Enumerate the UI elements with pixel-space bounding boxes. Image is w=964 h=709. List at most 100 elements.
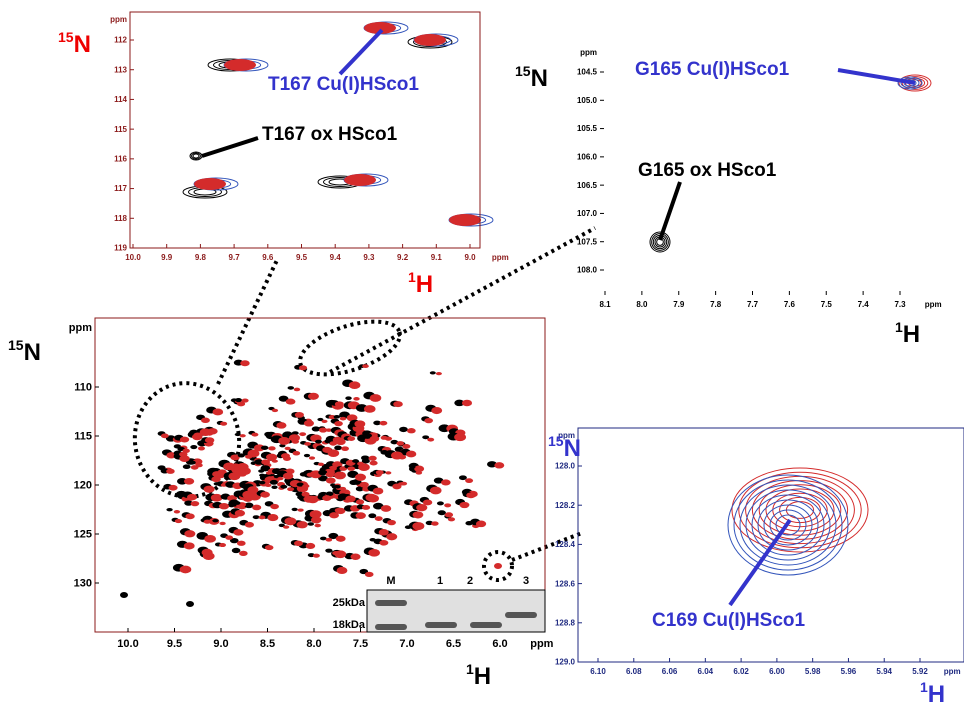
peak [325,537,333,542]
x-tick-label: 7.5 [821,300,833,309]
peak [378,529,389,536]
zoom-ellipse [298,319,402,377]
peak [307,392,319,400]
peak [258,515,266,520]
x-tick-label: 5.96 [841,667,857,676]
peak [900,78,920,88]
y-tick-label: 128.2 [555,501,576,510]
peak [265,471,272,475]
peak [190,500,200,507]
x-tick-label: 7.0 [399,638,414,650]
x-tick-label: 6.0 [492,638,507,650]
peak [306,472,314,477]
peak [166,507,173,512]
peak [294,540,303,547]
peak [201,548,213,557]
x-tick-label: 6.04 [698,667,714,676]
peak [424,417,434,424]
peak [239,502,247,507]
x-tick-label: 7.8 [710,300,722,309]
y-tick-label: 107.0 [577,209,598,218]
peak [220,421,228,426]
peak [228,472,241,481]
axis-label: 1H [920,679,945,708]
peak [412,511,424,519]
axis-label: 1H [466,661,491,690]
peak [305,542,316,549]
peak [213,482,220,486]
peak [441,479,451,486]
peak [329,512,339,519]
peak [391,451,404,460]
peak [193,432,203,439]
peak [393,401,403,408]
peak [407,428,416,434]
peak [392,483,402,490]
peak [317,462,324,467]
peak [237,453,245,458]
peak [278,437,291,445]
peak [402,444,411,449]
peak [433,477,444,484]
peak [769,509,807,541]
peak [244,521,254,528]
peak [190,445,198,450]
gel-lane-label: 1 [437,575,443,587]
peak [267,513,279,522]
peak [299,472,308,477]
peak [325,548,333,553]
peak [427,437,435,442]
peak [332,550,340,556]
peak [374,516,383,521]
peak [218,502,230,510]
peak [763,504,813,546]
peak [334,401,344,407]
isotope: 1 [895,319,903,335]
peak [399,426,408,433]
peak [278,395,289,402]
peak [197,446,206,451]
x-unit: ppm [925,300,942,309]
peak [271,485,278,489]
peak [355,486,364,492]
y-tick-label: 120 [74,480,92,492]
x-tick-label: 9.5 [296,253,308,262]
peak [649,231,671,253]
peak [234,432,241,437]
x-tick-label: 8.0 [306,638,321,650]
axis-label: 15N [515,63,548,92]
gel-marker-label: 18kDa [333,619,366,631]
peak [751,494,825,556]
isotope: 15 [8,337,24,353]
peak [898,74,932,92]
peak [372,397,379,401]
pointer [338,28,384,76]
peak [344,174,376,186]
peak [260,491,270,498]
peak [258,480,266,485]
y-tick-label: 118 [114,214,127,223]
peak [291,431,299,436]
zoom-ellipse [132,381,242,499]
peak [247,486,259,494]
peak [334,420,343,427]
peak [190,465,199,470]
peak [287,487,295,492]
peak [332,489,339,493]
peak [373,502,384,510]
peak [168,484,178,491]
peak [334,507,344,513]
peak [318,469,328,476]
peak [201,417,210,424]
peak [369,460,378,466]
y-unit: ppm [580,48,597,57]
peak [182,464,191,470]
peak [309,510,322,519]
peak [414,466,423,472]
x-tick-label: 6.02 [733,667,749,676]
x-unit: ppm [944,667,961,676]
peak [361,505,371,510]
peak [346,414,358,422]
peak [283,525,290,529]
peak [745,489,831,561]
